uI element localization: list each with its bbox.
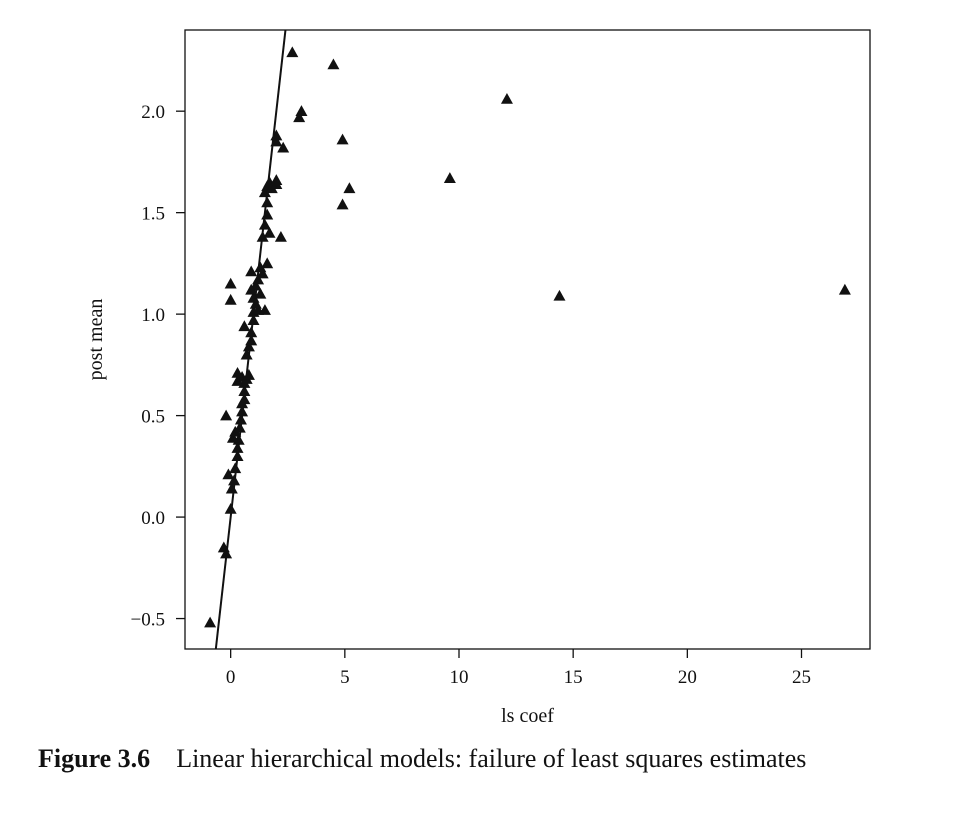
data-point xyxy=(500,93,513,104)
data-point xyxy=(249,297,262,309)
x-axis-title: ls coef xyxy=(501,705,554,727)
x-axis: 0 5 10 15 20 25 xyxy=(226,649,811,688)
data-point xyxy=(224,502,237,514)
data-point xyxy=(336,133,349,145)
data-point xyxy=(274,231,287,242)
data-point xyxy=(258,186,271,198)
x-tick-label: 5 xyxy=(340,667,350,688)
x-tick-label: 15 xyxy=(564,667,583,688)
data-point xyxy=(263,226,276,238)
data-point xyxy=(245,283,258,295)
data-point xyxy=(231,450,244,461)
y-tick-label: 0.0 xyxy=(141,508,165,529)
data-point xyxy=(261,208,274,220)
y-axis: −0.5 0.0 0.5 1.0 1.5 2.0 xyxy=(131,102,185,631)
data-point xyxy=(220,409,233,421)
y-tick-label: −0.5 xyxy=(131,610,165,631)
data-point xyxy=(293,111,306,123)
y-axis-title: post mean xyxy=(85,299,107,381)
data-point xyxy=(270,135,283,147)
data-point xyxy=(247,291,260,303)
data-point xyxy=(225,482,238,494)
x-tick-label: 0 xyxy=(226,667,236,688)
data-point xyxy=(234,413,247,425)
caption-label: Figure 3.6 xyxy=(38,744,151,773)
data-point xyxy=(228,474,241,486)
data-point xyxy=(233,421,246,433)
data-point xyxy=(443,172,456,183)
y-tick-label: 0.5 xyxy=(141,407,165,428)
plot-frame xyxy=(184,29,871,650)
data-point xyxy=(222,468,235,480)
data-point xyxy=(238,320,251,332)
x-tick-label: 25 xyxy=(792,667,811,688)
data-point xyxy=(245,265,258,277)
data-point xyxy=(336,198,349,210)
data-point xyxy=(242,340,255,352)
y-tick-label: 2.0 xyxy=(141,102,165,123)
data-point xyxy=(245,334,258,346)
x-tick-label: 10 xyxy=(450,667,469,688)
figure-caption: Figure 3.6 Linear hierarchical models: fa… xyxy=(38,744,806,774)
data-point xyxy=(258,218,271,230)
data-point xyxy=(277,141,290,153)
data-point xyxy=(224,277,237,289)
data-point xyxy=(252,273,265,285)
data-point xyxy=(245,326,258,338)
data-point xyxy=(238,393,251,405)
data-point xyxy=(838,283,851,295)
data-point xyxy=(204,616,217,628)
y-tick-label: 1.0 xyxy=(141,305,165,326)
data-point xyxy=(229,462,242,474)
data-point xyxy=(553,289,566,301)
data-point xyxy=(270,129,283,141)
data-point xyxy=(254,261,267,273)
x-tick-label: 20 xyxy=(678,667,697,688)
data-point xyxy=(231,366,244,378)
data-point xyxy=(236,405,249,417)
data-point xyxy=(256,231,269,242)
data-point xyxy=(258,304,271,315)
data-point xyxy=(224,293,237,305)
scatter-chart: 0 5 10 15 20 25 −0.5 0.0 0.5 1.0 1.5 2.0 ls coef p… xyxy=(85,29,871,727)
data-point xyxy=(220,547,233,559)
caption-text: Linear hierarchical models: failure of l… xyxy=(176,744,807,773)
data-point xyxy=(240,348,253,360)
data-point xyxy=(247,314,260,326)
data-point xyxy=(327,58,340,70)
data-point xyxy=(261,257,274,269)
data-point xyxy=(242,369,255,380)
data-point xyxy=(226,431,239,443)
data-point xyxy=(286,46,299,58)
data-point xyxy=(254,287,267,299)
y-tick-label: 1.5 xyxy=(141,204,165,225)
data-point xyxy=(343,182,356,194)
data-point xyxy=(295,105,308,116)
data-point xyxy=(270,174,283,185)
data-point xyxy=(261,196,274,208)
data-point xyxy=(231,442,244,453)
data-point xyxy=(256,267,269,279)
data-point xyxy=(238,385,251,397)
data-points xyxy=(204,46,851,628)
